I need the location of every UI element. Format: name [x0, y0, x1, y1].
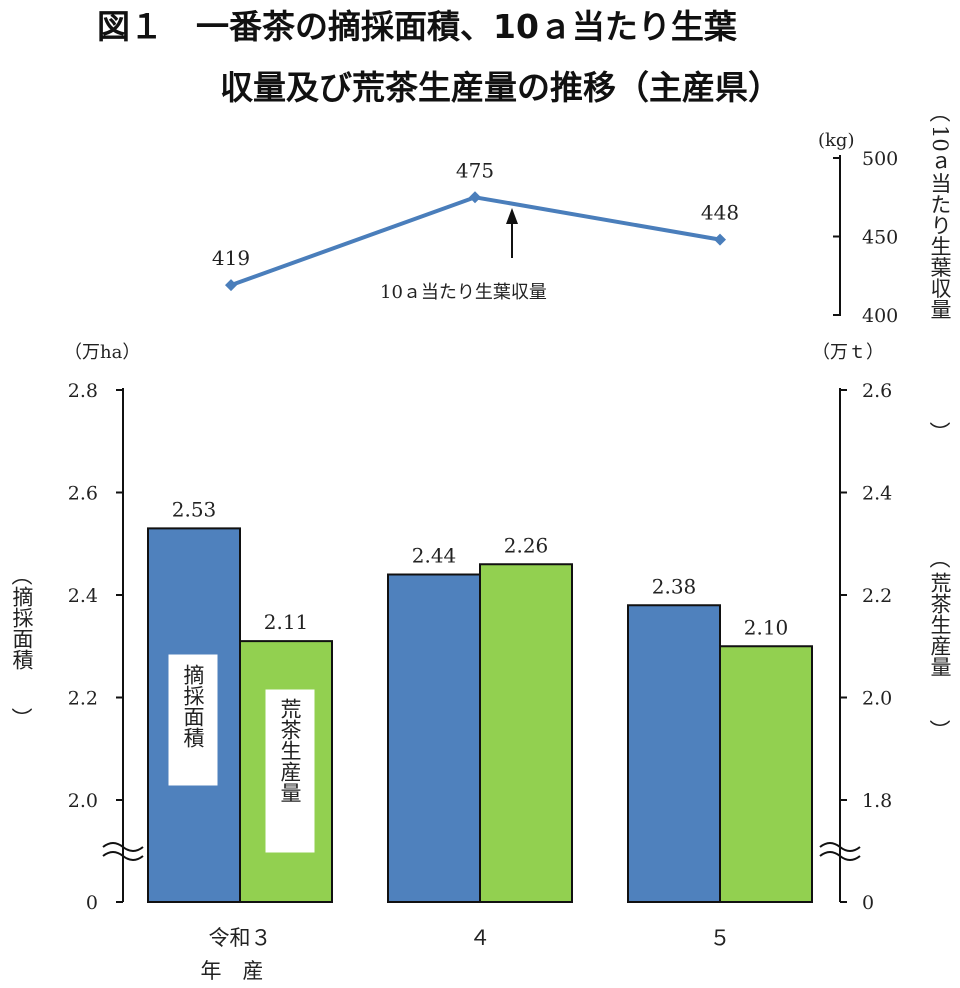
x-axis-label: ５: [710, 926, 731, 950]
area-bar: [387, 573, 481, 903]
x-axis-label: ４: [470, 926, 491, 950]
right-tick-label: 2.2: [862, 585, 892, 607]
right-tick-label: 0: [862, 892, 874, 914]
right-tick-label: 1.8: [862, 790, 892, 812]
yield-point-label: 448: [701, 201, 739, 225]
area-bar-value: 2.53: [172, 497, 217, 521]
chart-title-line1: 図１ 一番茶の摘採面積、10ａ当たり生葉: [97, 7, 738, 46]
yield-tick-label: 400: [862, 305, 898, 327]
yield-axis-label-open-paren: ︵: [930, 101, 951, 125]
area-axis-break-mark: [102, 842, 144, 861]
production-axis: （万ｔ） 2.6 2.4 2.2 2.0 1.8 0 荒茶生産量 ︵ ︶: [812, 342, 952, 914]
yield-tick-label: 450: [862, 227, 898, 249]
area-axis-label-open-paren: ︵: [12, 564, 33, 588]
production-axis-unit: （万ｔ）: [812, 342, 884, 363]
production-bar: [479, 563, 573, 903]
area-bar-value: 2.44: [412, 544, 457, 568]
yield-point: [469, 191, 481, 204]
yield-tick-label: 500: [862, 148, 898, 170]
area-axis-label-close-paren: ︶: [12, 707, 33, 731]
area-axis: （万ha） 2.8 2.6 2.4 2.2 2.0 0 摘採面積 ︵ ︶: [10, 342, 144, 914]
area-bar: [627, 604, 721, 903]
yield-line-layer: 419 475 448: [212, 158, 739, 292]
production-bar-value: 2.10: [744, 615, 789, 639]
x-axis-labels: 令和３ 年 産 ４ ５: [201, 926, 731, 983]
bar-layer: 2.53 2.11 2.44 2.26 2.38 2.10: [147, 497, 813, 903]
left-tick-label: 2.2: [68, 688, 98, 710]
left-tick-label: 2.6: [68, 483, 98, 505]
right-tick-label: 2.6: [862, 380, 892, 402]
production-axis-label-close-paren: ︶: [930, 719, 951, 743]
left-tick-label: 2.8: [68, 380, 98, 402]
x-axis-label: 令和３: [209, 926, 272, 950]
production-bar: [719, 645, 813, 903]
yield-axis-label: 10ａ当たり生葉収量: [928, 125, 952, 320]
right-tick-label: 2.0: [862, 688, 892, 710]
yield-axis-label-close-paren: ︶: [930, 421, 951, 445]
production-series-label: 荒茶生産量: [265, 689, 315, 853]
right-tick-label: 2.4: [862, 483, 892, 505]
area-series-label-text: 摘採面積: [181, 664, 205, 748]
production-bar-value: 2.26: [504, 533, 549, 557]
yield-annotation: 10ａ当たり生葉収量: [380, 208, 547, 303]
yield-axis: (kg) 500 450 400 10ａ当たり生葉収量 ︵ ︶: [818, 101, 952, 445]
left-tick-label: 0: [86, 892, 98, 914]
yield-point: [225, 279, 237, 292]
left-tick-label: 2.4: [68, 585, 98, 607]
x-axis-label-sub: 年 産: [201, 959, 264, 983]
production-bar-value: 2.11: [264, 610, 309, 634]
annotation-label: 10ａ当たり生葉収量: [380, 282, 547, 303]
yield-point-label: 475: [456, 158, 494, 182]
area-series-label: 摘採面積: [168, 654, 218, 786]
yield-point-label: 419: [212, 246, 250, 270]
area-axis-label: 摘採面積: [10, 586, 34, 670]
yield-line: [230, 195, 721, 288]
left-tick-label: 2.0: [68, 790, 98, 812]
production-axis-label: 荒茶生産量: [928, 572, 952, 677]
area-bar-value: 2.38: [652, 574, 697, 598]
production-axis-break-mark: [819, 842, 861, 861]
production-axis-label-open-paren: ︵: [930, 547, 951, 571]
chart-title-line2: 収量及び荒茶生産量の推移（主産県）: [220, 68, 781, 107]
yield-point: [714, 233, 726, 246]
area-axis-unit: （万ha）: [64, 342, 140, 363]
annotation-arrowhead: [506, 208, 518, 224]
production-series-label-text: 荒茶生産量: [278, 698, 302, 803]
yield-axis-unit: (kg): [818, 130, 854, 151]
